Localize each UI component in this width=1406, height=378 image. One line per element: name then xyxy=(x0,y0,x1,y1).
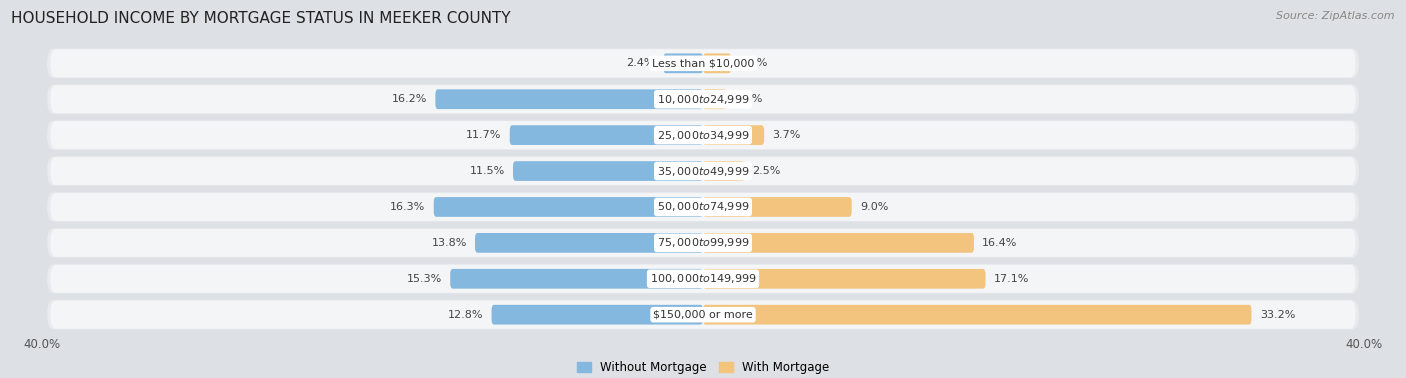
FancyBboxPatch shape xyxy=(51,229,1355,257)
FancyBboxPatch shape xyxy=(48,49,1358,78)
FancyBboxPatch shape xyxy=(51,157,1355,185)
FancyBboxPatch shape xyxy=(51,265,1355,293)
FancyBboxPatch shape xyxy=(703,233,974,253)
FancyBboxPatch shape xyxy=(436,89,703,109)
Text: 16.4%: 16.4% xyxy=(983,238,1018,248)
FancyBboxPatch shape xyxy=(48,121,1358,150)
FancyBboxPatch shape xyxy=(48,300,1358,329)
FancyBboxPatch shape xyxy=(703,305,1251,325)
Text: $150,000 or more: $150,000 or more xyxy=(654,310,752,320)
FancyBboxPatch shape xyxy=(51,301,1355,329)
Text: 3.7%: 3.7% xyxy=(772,130,801,140)
FancyBboxPatch shape xyxy=(513,161,703,181)
Text: $35,000 to $49,999: $35,000 to $49,999 xyxy=(657,164,749,178)
FancyBboxPatch shape xyxy=(703,269,986,289)
FancyBboxPatch shape xyxy=(48,228,1358,257)
FancyBboxPatch shape xyxy=(48,85,1358,114)
FancyBboxPatch shape xyxy=(51,193,1355,221)
FancyBboxPatch shape xyxy=(51,85,1355,113)
Text: HOUSEHOLD INCOME BY MORTGAGE STATUS IN MEEKER COUNTY: HOUSEHOLD INCOME BY MORTGAGE STATUS IN M… xyxy=(11,11,510,26)
Text: 2.4%: 2.4% xyxy=(627,58,655,68)
FancyBboxPatch shape xyxy=(703,125,763,145)
Text: 9.0%: 9.0% xyxy=(860,202,889,212)
Text: 33.2%: 33.2% xyxy=(1260,310,1295,320)
Text: $25,000 to $34,999: $25,000 to $34,999 xyxy=(657,129,749,142)
Text: 1.7%: 1.7% xyxy=(740,58,768,68)
Text: 11.7%: 11.7% xyxy=(465,130,502,140)
Text: 1.4%: 1.4% xyxy=(734,94,763,104)
FancyBboxPatch shape xyxy=(703,89,725,109)
Text: Source: ZipAtlas.com: Source: ZipAtlas.com xyxy=(1277,11,1395,21)
Text: 16.3%: 16.3% xyxy=(391,202,426,212)
FancyBboxPatch shape xyxy=(664,53,703,73)
FancyBboxPatch shape xyxy=(703,197,852,217)
Text: 12.8%: 12.8% xyxy=(447,310,484,320)
FancyBboxPatch shape xyxy=(475,233,703,253)
Text: $10,000 to $24,999: $10,000 to $24,999 xyxy=(657,93,749,106)
Text: $50,000 to $74,999: $50,000 to $74,999 xyxy=(657,200,749,214)
FancyBboxPatch shape xyxy=(433,197,703,217)
FancyBboxPatch shape xyxy=(48,192,1358,222)
FancyBboxPatch shape xyxy=(48,264,1358,293)
Text: 17.1%: 17.1% xyxy=(994,274,1029,284)
Text: 16.2%: 16.2% xyxy=(392,94,427,104)
Text: $100,000 to $149,999: $100,000 to $149,999 xyxy=(650,272,756,285)
Text: 13.8%: 13.8% xyxy=(432,238,467,248)
Legend: Without Mortgage, With Mortgage: Without Mortgage, With Mortgage xyxy=(572,356,834,378)
FancyBboxPatch shape xyxy=(703,161,744,181)
Text: 11.5%: 11.5% xyxy=(470,166,505,176)
Text: 15.3%: 15.3% xyxy=(406,274,441,284)
FancyBboxPatch shape xyxy=(51,121,1355,149)
Text: 2.5%: 2.5% xyxy=(752,166,780,176)
FancyBboxPatch shape xyxy=(510,125,703,145)
FancyBboxPatch shape xyxy=(48,156,1358,186)
FancyBboxPatch shape xyxy=(450,269,703,289)
Text: $75,000 to $99,999: $75,000 to $99,999 xyxy=(657,236,749,249)
FancyBboxPatch shape xyxy=(703,53,731,73)
Text: Less than $10,000: Less than $10,000 xyxy=(652,58,754,68)
FancyBboxPatch shape xyxy=(492,305,703,325)
FancyBboxPatch shape xyxy=(51,49,1355,77)
